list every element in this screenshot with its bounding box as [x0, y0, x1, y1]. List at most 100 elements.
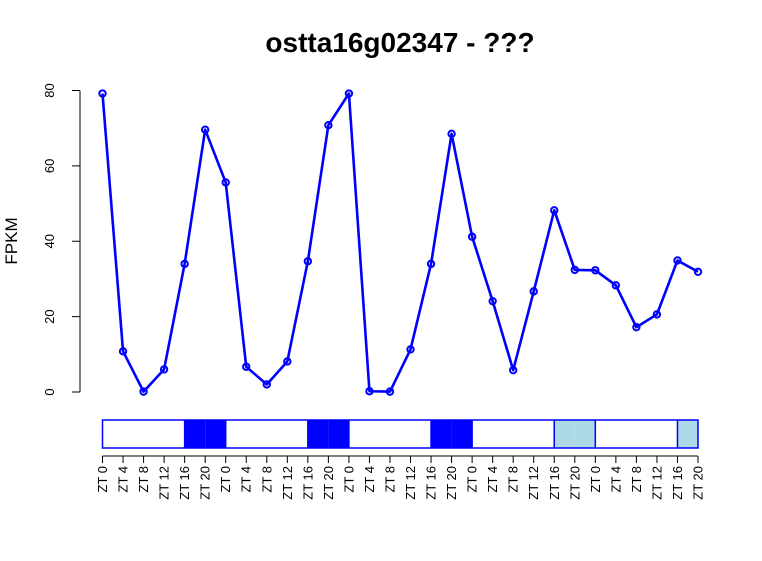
x-axis: ZT 0 ZT 4 ZT 8 ZT 12 ZT 16 ZT 20 ZT 0 ZT 4 ZT 8 Z…	[95, 455, 706, 500]
y-tick-label: 20	[42, 309, 57, 323]
x-tick-label: ZT 4	[485, 466, 500, 493]
light-bar-segment	[492, 420, 514, 448]
data-point	[262, 380, 271, 389]
data-point	[344, 89, 354, 98]
x-tick-label: ZT 4	[239, 466, 254, 493]
chart-title: ostta16g02347 - ???	[265, 27, 534, 58]
light-bar-segment	[348, 420, 370, 448]
x-tick-label: ZT 20	[567, 466, 582, 500]
data-point	[200, 125, 210, 134]
data-point	[98, 89, 107, 98]
data-point	[570, 265, 579, 275]
light-bar-segment	[636, 420, 657, 448]
data-point	[693, 267, 703, 276]
light-bar-segment	[102, 420, 124, 448]
x-tick-label: ZT 12	[403, 466, 418, 500]
light-bar-segment	[677, 420, 698, 448]
y-tick-label: 80	[42, 83, 57, 97]
light-bar-segment	[143, 420, 165, 448]
x-tick-label: ZT 8	[259, 466, 274, 493]
x-tick-label: ZT 0	[218, 466, 233, 493]
y-axis-label: FPKM	[2, 217, 21, 264]
x-tick-label: ZT 4	[608, 466, 623, 493]
data-point	[632, 322, 641, 332]
x-tick-label: ZT 20	[321, 466, 336, 500]
x-tick-label: ZT 16	[424, 466, 439, 500]
x-tick-label: ZT 12	[526, 466, 541, 500]
y-tick-label: 0	[42, 388, 57, 395]
light-bar-segment	[389, 420, 411, 448]
x-tick-label: ZT 20	[198, 466, 213, 500]
light-bar-segment	[225, 420, 247, 448]
x-tick-label: ZT 12	[649, 466, 664, 500]
x-tick-label: ZT 16	[547, 466, 562, 500]
x-tick-label: ZT 20	[444, 466, 459, 500]
x-tick-label: ZT 8	[629, 466, 644, 493]
light-bar-segment	[328, 420, 349, 448]
data-point	[118, 347, 128, 356]
light-dark-bar	[101, 419, 699, 449]
light-bar-segment	[205, 420, 226, 448]
data-point	[365, 387, 374, 396]
x-tick-label: ZT 12	[157, 466, 172, 500]
data-point	[139, 387, 148, 396]
light-bar-segment	[615, 420, 637, 448]
light-bar-segment	[287, 420, 308, 448]
data-point	[283, 357, 292, 366]
data-point	[673, 256, 682, 265]
light-bar-segment	[574, 420, 596, 448]
data-point	[406, 345, 415, 354]
light-bar-segment	[184, 420, 206, 448]
x-tick-label: ZT 0	[465, 466, 480, 493]
light-bar-segment	[595, 420, 616, 448]
light-bar-segment	[656, 420, 678, 448]
light-bar-segment	[123, 420, 144, 448]
light-bar-segment	[451, 420, 473, 448]
x-tick-label: ZT 0	[95, 466, 110, 493]
x-tick-label: ZT 4	[116, 466, 131, 493]
x-tick-label: ZT 4	[362, 466, 377, 493]
light-bar-segment	[554, 420, 575, 448]
light-bar-segment	[164, 420, 185, 448]
data-point	[447, 129, 456, 139]
x-tick-label: ZT 20	[691, 466, 706, 500]
data-point	[591, 266, 600, 275]
y-tick-label: 40	[42, 234, 57, 248]
data-point	[180, 259, 189, 269]
light-bar-segment	[472, 420, 493, 448]
light-bar-segment	[513, 420, 534, 448]
data-point	[221, 178, 230, 187]
x-tick-label: ZT 16	[177, 466, 192, 500]
data-point	[324, 120, 333, 130]
y-axis: 0 20 40 60 80	[42, 83, 81, 396]
data-point	[652, 310, 662, 319]
light-bar-segment	[307, 420, 329, 448]
x-tick-label: ZT 8	[382, 466, 397, 493]
x-tick-label: ZT 8	[506, 466, 521, 493]
x-tick-label: ZT 0	[341, 466, 356, 493]
light-bar-segment	[533, 420, 555, 448]
data-point	[550, 206, 559, 215]
data-point	[242, 362, 251, 371]
light-bar-segment	[266, 420, 288, 448]
x-tick-label: ZT 16	[300, 466, 315, 500]
data-point	[529, 287, 538, 296]
x-tick-label: ZT 0	[588, 466, 603, 493]
light-bar-segment	[369, 420, 390, 448]
x-tick-label: ZT 16	[670, 466, 685, 500]
data-point	[611, 281, 621, 290]
data-point	[159, 365, 169, 374]
data-point	[385, 387, 395, 396]
series-line	[101, 92, 699, 393]
light-bar-segment	[410, 420, 432, 448]
data-point	[303, 257, 313, 266]
series-layer	[98, 89, 703, 396]
light-bar-segment	[431, 420, 452, 448]
light-bar-segment	[246, 420, 267, 448]
x-tick-label: ZT 12	[280, 466, 295, 500]
data-point	[508, 365, 518, 375]
x-tick-label: ZT 8	[136, 466, 151, 493]
y-tick-label: 60	[42, 159, 57, 173]
data-point	[426, 259, 436, 269]
